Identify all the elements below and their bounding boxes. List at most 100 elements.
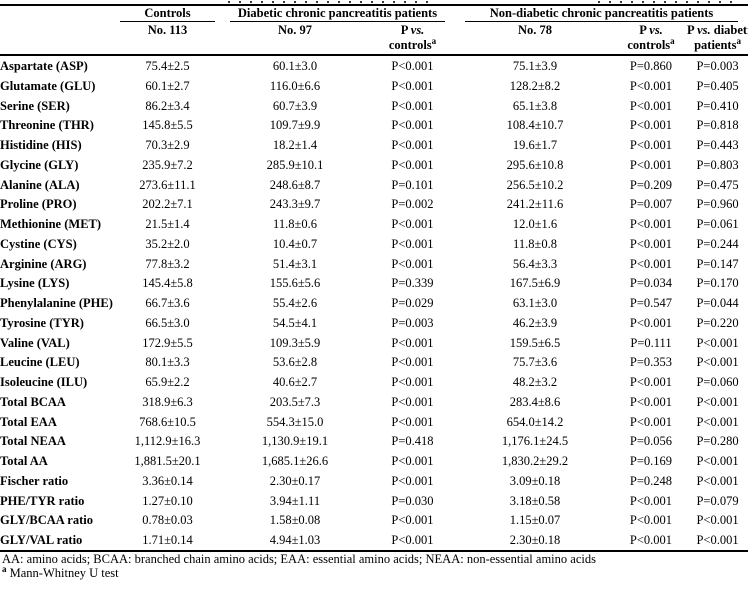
table-header: Controls Diabetic chronic pancreatitis p…	[0, 5, 748, 57]
cell-p-nd-vs-ctrl: P<0.001	[629, 414, 673, 429]
row-label: Cystine (CYS)	[0, 236, 77, 251]
cell-p-diab-vs-ctrl: P=0.029	[391, 296, 434, 311]
cell-controls: 202.2±7.1	[142, 197, 193, 212]
row-label: PHE/TYR ratio	[0, 493, 85, 508]
cell-p-diab-vs-ctrl: P<0.001	[391, 118, 434, 133]
cell-nondiabetic: 256.5±10.2	[506, 177, 564, 192]
cell-diabetic: 203.5±7.3	[269, 394, 321, 409]
table-row: Threonine (THR) 145.8±5.5 109.7±9.9 P<0.001…	[0, 116, 748, 136]
row-label: Isoleucine (ILU)	[0, 375, 88, 390]
cell-diabetic: 40.6±2.7	[272, 375, 318, 390]
group-header-diabetic: Diabetic chronic pancreatitis patients	[220, 5, 455, 23]
cell-controls: 768.6±10.5	[139, 414, 196, 429]
cell-nondiabetic: 48.2±3.2	[512, 375, 558, 390]
table-row: Proline (PRO) 202.2±7.1 243.3±9.7 P=0.002 24…	[0, 195, 748, 215]
cell-nondiabetic: 3.18±0.58	[509, 493, 561, 508]
cell-diabetic: 248.6±8.7	[269, 177, 321, 192]
cell-p-diab-vs-ctrl: P<0.001	[391, 355, 434, 370]
p-label: P	[400, 23, 411, 38]
group-header-nondiabetic: Non-diabetic chronic pancreatitis patien…	[455, 5, 748, 23]
col-header-n-nondiabetic: No. 78	[455, 22, 615, 57]
cell-p-nd-vs-diab: P<0.001	[696, 513, 739, 528]
cell-p-nd-vs-diab: P<0.001	[696, 355, 739, 370]
cell-p-diab-vs-ctrl: P=0.101	[391, 177, 434, 192]
row-label: Serine (SER)	[0, 98, 70, 113]
cell-controls: 65.9±2.2	[145, 375, 190, 390]
table-row: Histidine (HIS) 70.3±2.9 18.2±1.4 P<0.001 19…	[0, 135, 748, 155]
cell-p-nd-vs-ctrl: P=0.007	[629, 197, 673, 212]
cell-diabetic: 11.8±0.6	[273, 217, 317, 232]
table-row: Glycine (GLY) 235.9±7.2 285.9±10.1 P<0.001 2…	[0, 155, 748, 175]
row-label: Total EAA	[0, 414, 57, 429]
cell-diabetic: 554.3±15.0	[266, 414, 324, 429]
table-row: Total AA 1,881.5±20.1 1,685.1±26.6 P<0.001 1…	[0, 451, 748, 471]
cell-controls: 1,112.9±16.3	[134, 434, 201, 449]
col-header-n-controls: No. 113	[115, 22, 220, 57]
cell-nondiabetic: 1.15±0.07	[509, 513, 561, 528]
cell-p-nd-vs-ctrl: P<0.001	[629, 513, 673, 528]
row-label: Aspartate (ASP)	[0, 59, 88, 74]
cell-controls: 66.5±3.0	[145, 315, 190, 330]
cell-diabetic: 2.30±0.17	[269, 473, 321, 488]
cell-p-diab-vs-ctrl: P<0.001	[391, 59, 434, 74]
cell-p-nd-vs-ctrl: P<0.001	[629, 157, 673, 172]
cell-nondiabetic: 63.1±3.0	[512, 296, 558, 311]
cell-p-diab-vs-ctrl: P<0.001	[391, 138, 434, 153]
cell-p-diab-vs-ctrl: P=0.003	[391, 315, 434, 330]
amino-acid-table: Controls Diabetic chronic pancreatitis p…	[0, 4, 748, 553]
footnotes: AA: amino acids; BCAA: branched chain am…	[0, 552, 748, 580]
p-label: P	[687, 23, 698, 38]
table-row: Leucine (LEU) 80.1±3.3 53.6±2.8 P<0.001 75.7…	[0, 353, 748, 373]
test-name: Mann-Whitney U test	[9, 566, 119, 580]
row-label: Threonine (THR)	[0, 118, 94, 133]
table-row: Lysine (LYS) 145.4±5.8 155.6±5.6 P=0.339 167…	[0, 274, 748, 294]
cell-p-diab-vs-ctrl: P=0.339	[391, 276, 434, 291]
cell-controls: 1,881.5±20.1	[134, 454, 201, 469]
cell-p-nd-vs-ctrl: P<0.001	[629, 98, 673, 113]
cell-controls: 172.9±5.5	[142, 335, 193, 350]
cell-p-nd-vs-diab: P<0.001	[696, 473, 739, 488]
cell-diabetic: 109.3±5.9	[269, 335, 321, 350]
cell-p-nd-vs-diab: P<0.001	[696, 335, 739, 350]
row-label: GLY/VAL ratio	[0, 533, 83, 548]
footnote-marker: a	[2, 563, 7, 574]
cell-controls: 86.2±3.4	[145, 98, 190, 113]
cell-p-diab-vs-ctrl: P<0.001	[391, 78, 434, 93]
cell-p-nd-vs-diab: P=0.061	[696, 217, 739, 232]
cell-controls: 318.9±6.3	[142, 394, 193, 409]
table-row: Arginine (ARG) 77.8±3.2 51.4±3.1 P<0.001 56.…	[0, 254, 748, 274]
cell-diabetic: 285.9±10.1	[266, 157, 324, 172]
cell-nondiabetic: 159.5±6.5	[509, 335, 561, 350]
cell-p-diab-vs-ctrl: P<0.001	[391, 394, 434, 409]
cell-p-diab-vs-ctrl: P<0.001	[391, 236, 434, 251]
cell-nondiabetic: 56.4±3.3	[512, 256, 558, 271]
cell-diabetic: 60.1±3.0	[272, 59, 318, 74]
col-header-p-nondiabetic-vs-controls: P vs. controlsa	[615, 22, 687, 57]
table-row: GLY/BCAA ratio 0.78±0.03 1.58±0.08 P<0.001 1…	[0, 511, 748, 531]
col-header-p-vs-diabetic: P vs. diabeticpatientsa	[687, 22, 748, 57]
cell-p-nd-vs-diab: P=0.003	[696, 59, 739, 74]
cell-diabetic: 3.94±1.11	[269, 493, 321, 508]
cell-nondiabetic: 3.09±0.18	[509, 473, 561, 488]
cell-nondiabetic: 19.6±1.7	[512, 138, 558, 153]
cell-diabetic: 60.7±3.9	[272, 98, 318, 113]
cell-p-nd-vs-diab: P=0.044	[696, 296, 739, 311]
cell-diabetic: 53.6±2.8	[272, 355, 318, 370]
group-label-controls: Controls	[120, 6, 215, 23]
cell-nondiabetic: 295.6±10.8	[506, 157, 564, 172]
cell-controls: 235.9±7.2	[142, 157, 193, 172]
table-row: Isoleucine (ILU) 65.9±2.2 40.6±2.7 P<0.001 4…	[0, 372, 748, 392]
cell-p-nd-vs-ctrl: P<0.001	[629, 493, 673, 508]
cell-p-nd-vs-diab: P=0.803	[696, 157, 739, 172]
footnote-marker: a	[431, 35, 437, 46]
cell-nondiabetic: 128.2±8.2	[509, 78, 561, 93]
table-row: Methionine (MET) 21.5±1.4 11.8±0.6 P<0.001 1…	[0, 214, 748, 234]
col-header-n-diabetic: No. 97	[220, 22, 370, 57]
vs-label: vs.	[649, 23, 663, 38]
cell-nondiabetic: 2.30±0.18	[509, 533, 561, 548]
cell-nondiabetic: 654.0±14.2	[506, 414, 564, 429]
table-row: Fischer ratio 3.36±0.14 2.30±0.17 P<0.001 3.…	[0, 471, 748, 491]
cell-p-diab-vs-ctrl: P<0.001	[391, 157, 434, 172]
cell-p-nd-vs-diab: P=0.475	[696, 177, 739, 192]
